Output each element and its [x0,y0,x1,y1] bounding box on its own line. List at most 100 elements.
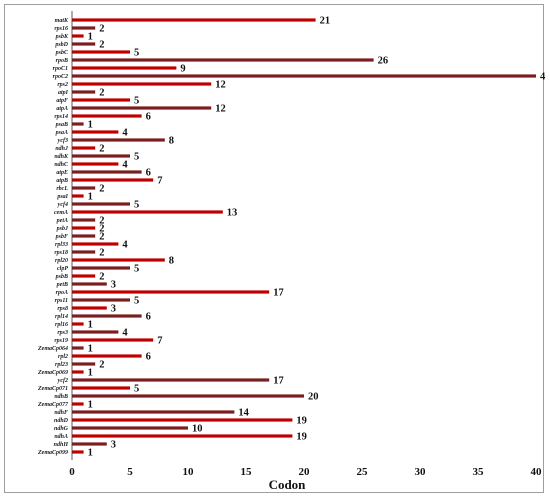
x-tick-label: 40 [531,466,543,478]
value-label: 2 [99,24,104,35]
value-label: 9 [180,64,185,75]
bar-psbB [72,274,96,278]
bar-ndhG [72,426,188,430]
value-label: 4 [122,240,128,251]
category-label: rpl33 [55,242,68,248]
category-label: rpl16 [55,322,68,328]
category-label: ycf3 [57,138,68,144]
bar-ZemaCp071 [72,386,130,390]
x-tick-label: 35 [473,466,485,478]
category-label: rps11 [55,298,68,304]
bar-rps8 [72,306,107,310]
category-label: ZemaCp064 [37,346,68,352]
category-label: psbJ [56,226,69,232]
value-label: 13 [227,208,238,219]
value-label: 1 [88,344,93,355]
category-label: ZemaCp099 [37,450,68,456]
category-label: clpP [57,266,68,272]
value-label: 5 [134,152,139,163]
value-label: 2 [99,144,104,155]
bar-ndhA [72,434,293,438]
category-label: atpI [58,90,69,96]
value-label: 4 [122,328,128,339]
bar-rpoA [72,290,270,294]
value-label: 1 [88,320,93,331]
category-label: matK [55,18,69,24]
category-label: rps18 [54,250,68,256]
value-label: 19 [296,432,307,443]
value-label: 12 [215,80,226,91]
bar-rps18 [72,250,96,254]
value-label: 10 [192,424,203,435]
value-label: 1 [88,448,93,459]
value-label: 20 [308,392,319,403]
x-tick-label: 5 [127,466,133,478]
value-label: 12 [215,104,226,115]
value-label: 7 [157,176,162,187]
category-label: rbcL [56,186,68,192]
x-tick-label: 15 [241,466,253,478]
category-label: rpoB [56,58,68,64]
x-tick-label: 25 [357,466,369,478]
bar-ZemaCp099 [72,450,84,454]
value-label: 6 [146,352,151,363]
category-label: atpB [56,178,68,184]
bar-rps2 [72,82,212,86]
category-label: psbD [54,42,68,48]
x-tick-label: 0 [69,466,75,478]
value-label: 14 [238,408,249,419]
category-label: rpl23 [55,362,68,368]
bar-rpoC1 [72,66,177,70]
bar-rps11 [72,298,130,302]
value-label: 2 [99,232,104,243]
bar-cemA [72,210,223,214]
category-label: psbK [55,34,69,40]
category-label: atpE [56,170,68,176]
category-label: rpoA [56,290,68,296]
value-label: 17 [273,288,284,299]
category-label: psbB [55,274,68,280]
bar-petA [72,218,96,222]
bar-ndhF [72,410,235,414]
bar-psbD [72,42,96,46]
bar-ZemaCp069 [72,370,84,374]
category-label: atpF [56,98,68,104]
category-label: rps2 [57,82,68,88]
category-label: ndhC [54,162,69,168]
value-label: 7 [157,336,162,347]
category-label: ZemaCp071 [37,386,68,392]
value-label: 3 [111,304,116,315]
value-label: 2 [99,40,104,51]
value-label: 1 [88,368,93,379]
bar-psaB [72,122,84,126]
bar-ndhH [72,442,107,446]
category-label: psbF [55,234,68,240]
value-label: 5 [134,384,139,395]
bar-rpl33 [72,242,119,246]
category-label: ZemaCp077 [37,402,69,408]
bar-rps14 [72,114,142,118]
category-label: atpA [56,106,68,112]
category-label: ndhF [54,410,68,416]
bar-ZemaCp077 [72,402,84,406]
category-label: rpl2 [58,354,68,360]
value-label: 4 [122,128,128,139]
bar-ycf3 [72,138,165,142]
bars-group [72,18,536,454]
bar-ycf4 [72,202,130,206]
bar-psaI [72,194,84,198]
category-label: petB [56,282,68,288]
category-label: rpl14 [55,314,68,320]
value-label: 2 [99,216,104,227]
bar-ndhC [72,162,119,166]
category-label: ndhD [54,418,69,424]
category-label: ycf2 [57,378,68,384]
value-label: 2 [99,248,104,259]
category-label: rpoC2 [53,74,68,80]
category-label: ndhH [54,442,69,448]
value-labels-group: 2121252694012251261482546721513222428523… [88,16,545,459]
value-label: 40 [540,72,545,83]
value-label: 19 [296,416,307,427]
value-label: 1 [88,400,93,411]
value-label: 1 [88,192,93,203]
